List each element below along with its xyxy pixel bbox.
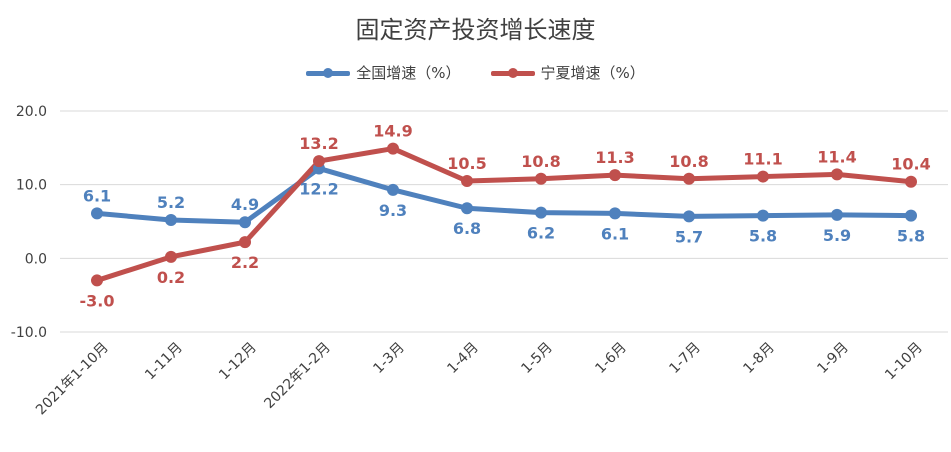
data-point xyxy=(757,209,769,222)
data-point xyxy=(239,236,251,249)
data-label: 10.4 xyxy=(891,155,930,174)
data-label: 6.1 xyxy=(83,186,111,205)
data-label: 5.8 xyxy=(897,227,925,246)
x-tick-label: 1-3月 xyxy=(370,340,407,377)
legend-label-national: 全国增速（%） xyxy=(356,64,461,82)
data-label: 4.9 xyxy=(231,195,259,214)
legend: 全国增速（%） 宁夏增速（%） xyxy=(0,62,951,83)
data-label: 5.8 xyxy=(749,227,777,246)
data-label: 5.9 xyxy=(823,226,851,245)
series-points xyxy=(91,142,917,287)
y-tick-label: 0.0 xyxy=(25,251,47,267)
data-labels: 6.1 -3.0 5.2 0.2 4.9 2.2 12.2 13.2 9.3 14.9 6.8 10.… xyxy=(80,122,931,311)
x-tick-label: 2022年1-2月 xyxy=(261,340,333,412)
x-tick-label: 1-11月 xyxy=(142,340,186,384)
legend-item-ningxia: 宁夏增速（%） xyxy=(490,62,645,83)
data-label: 10.5 xyxy=(447,154,486,173)
series-lines xyxy=(94,146,914,283)
data-label: 11.3 xyxy=(595,148,634,167)
data-label: 6.2 xyxy=(527,224,555,243)
x-tick-label: 1-7月 xyxy=(666,340,703,377)
data-label: 11.1 xyxy=(743,150,782,169)
data-point xyxy=(91,207,103,220)
x-tick-label: 1-6月 xyxy=(592,340,629,377)
data-point xyxy=(461,202,473,215)
legend-swatch-ningxia xyxy=(490,66,535,80)
data-point xyxy=(609,169,621,182)
data-point xyxy=(387,183,399,196)
data-point xyxy=(165,214,177,227)
data-point xyxy=(313,155,325,168)
data-label: 12.2 xyxy=(299,179,338,198)
data-point xyxy=(91,274,103,287)
data-point xyxy=(831,208,843,221)
series-line-1 xyxy=(94,146,914,283)
x-axis-tick-labels: 2021年1-10月 1-11月 1-12月 2022年1-2月 1-3月 1-4月 1-5… xyxy=(33,340,926,419)
y-axis-tick-labels: 20.0 10.0 0.0 -10.0 xyxy=(11,104,47,341)
y-tick-label: 10.0 xyxy=(16,178,47,194)
data-label: 5.2 xyxy=(157,193,185,212)
data-point xyxy=(165,250,177,263)
y-tick-label: -10.0 xyxy=(11,325,47,341)
data-point xyxy=(831,168,843,181)
data-point xyxy=(461,174,473,187)
data-point xyxy=(609,207,621,220)
data-point xyxy=(905,175,917,188)
x-tick-label: 1-4月 xyxy=(444,340,481,377)
legend-item-national: 全国增速（%） xyxy=(306,62,461,83)
x-tick-label: 1-12月 xyxy=(216,340,260,384)
x-tick-label: 1-8月 xyxy=(740,340,777,377)
data-point xyxy=(535,206,547,219)
x-tick-label: 1-5月 xyxy=(518,340,555,377)
chart-title: 固定资产投资增长速度 xyxy=(355,16,596,44)
data-label: 6.1 xyxy=(601,224,629,243)
data-point xyxy=(683,172,695,185)
x-tick-label: 2021年1-10月 xyxy=(33,340,112,419)
data-label: 2.2 xyxy=(231,253,259,272)
data-label: 10.8 xyxy=(669,152,708,171)
legend-swatch-national xyxy=(306,66,351,80)
data-point xyxy=(239,216,251,229)
data-label: 13.2 xyxy=(299,134,338,153)
data-point xyxy=(757,170,769,183)
data-label: 14.9 xyxy=(373,122,412,141)
legend-label-ningxia: 宁夏增速（%） xyxy=(540,64,645,82)
x-tick-label: 1-10月 xyxy=(882,340,926,384)
y-tick-label: 20.0 xyxy=(16,104,47,120)
data-label: -3.0 xyxy=(80,291,115,310)
data-label: 0.2 xyxy=(157,268,185,287)
data-point xyxy=(905,209,917,222)
data-label: 11.4 xyxy=(817,147,856,166)
data-point xyxy=(535,172,547,185)
data-label: 5.7 xyxy=(675,227,703,246)
data-point xyxy=(387,142,399,155)
data-label: 9.3 xyxy=(379,201,407,220)
data-label: 10.8 xyxy=(521,152,560,171)
data-point xyxy=(683,210,695,223)
x-tick-label: 1-9月 xyxy=(814,340,851,377)
gridlines xyxy=(60,110,948,333)
series-line-0 xyxy=(94,165,914,225)
data-label: 6.8 xyxy=(453,219,481,238)
